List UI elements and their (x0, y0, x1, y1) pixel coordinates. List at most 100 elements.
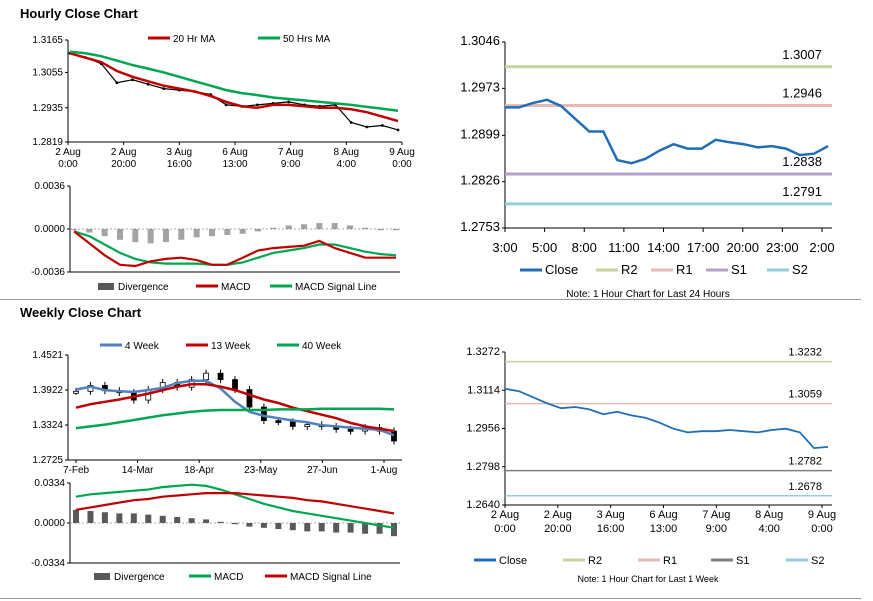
price-point (287, 100, 291, 104)
x-tick-label: 1-Aug (371, 465, 398, 476)
candle-body (232, 379, 238, 390)
divergence-bar (232, 523, 238, 525)
y-tick-label: -0.0036 (31, 267, 65, 278)
x-tick-label: 2 Aug (111, 147, 137, 158)
x-tick-label: 8 Aug (334, 147, 360, 158)
x-tick-label: 17:00 (687, 240, 720, 255)
divergence-bar (362, 523, 369, 534)
legend-label: Divergence (118, 282, 169, 293)
legend-label: S2 (792, 262, 808, 277)
y-tick-label: 1.2956 (466, 423, 500, 435)
level-label-r1: 1.3059 (788, 389, 822, 401)
legend-label: MACD (214, 572, 243, 583)
divergence-bar (285, 225, 292, 229)
legend-label: R1 (676, 262, 693, 277)
divergence-bar (316, 223, 323, 229)
divergence-bar (132, 229, 139, 243)
candle-body (304, 424, 311, 428)
legend-label: 50 Hrs MA (283, 34, 331, 45)
ma-line (75, 379, 395, 437)
x-tick-label: 0:00 (494, 523, 515, 535)
legend-label: Divergence (114, 572, 165, 583)
divergence-bar (377, 229, 384, 231)
price-point (380, 124, 384, 127)
price-point (365, 125, 369, 129)
price-line (69, 52, 399, 131)
level-label-s2: 1.2678 (788, 481, 822, 493)
y-tick-label: 0.0000 (34, 224, 65, 235)
close-line (504, 387, 829, 450)
x-tick-label: 9:00 (281, 159, 301, 170)
divergence-bar (209, 229, 215, 237)
divergence-bar (159, 515, 166, 523)
level-label-s1: 1.2838 (782, 154, 822, 169)
x-tick-label: 9 Aug (808, 509, 836, 521)
x-tick-label: 0:00 (392, 159, 412, 170)
ma-line (69, 52, 399, 123)
divergence-bar (163, 229, 169, 243)
level-label-s1: 1.2782 (788, 456, 822, 468)
y-tick-label: 1.3272 (466, 346, 500, 358)
x-tick-label: 16:00 (167, 159, 192, 170)
x-tick-label: 11:00 (608, 240, 640, 255)
legend-label: 40 Week (302, 341, 342, 352)
chart-note: Note: 1 Hour Chart for Last 24 Hours (566, 289, 729, 300)
x-tick-label: 4:00 (337, 159, 357, 170)
divergence-bar (301, 224, 307, 229)
x-tick-label: 7 Aug (702, 509, 730, 521)
divergence-bar (304, 523, 311, 532)
divergence-bar (101, 512, 108, 523)
legend-label: 20 Hr MA (173, 34, 216, 45)
level-label-r1: 1.2946 (782, 85, 822, 100)
signal-line (75, 492, 395, 515)
legend-label: R2 (588, 555, 602, 567)
y-tick-label: 0.0036 (34, 181, 65, 192)
divergence-bar (393, 229, 399, 231)
y-tick-label: 0.0334 (34, 478, 65, 489)
x-tick-label: 0:00 (58, 159, 78, 170)
divergence-bar (376, 523, 383, 534)
x-tick-label: 7 Aug (278, 147, 304, 158)
y-tick-label: 1.3046 (460, 33, 500, 48)
x-tick-label: 27-Jun (307, 465, 338, 476)
divergence-bar (347, 225, 353, 229)
candle-body (391, 430, 397, 442)
y-tick-label: 0.0000 (34, 518, 65, 529)
divergence-bar (203, 519, 210, 523)
x-tick-label: 3:00 (492, 240, 517, 255)
x-tick-label: 13:00 (650, 523, 678, 535)
divergence-bar (260, 523, 267, 528)
divergence-bar (347, 523, 354, 533)
x-tick-label: 4:00 (758, 523, 779, 535)
divergence-bar (217, 521, 224, 523)
x-tick-label: 20:00 (111, 159, 136, 170)
y-tick-label: 1.3114 (467, 384, 500, 396)
y-tick-label: 1.3324 (32, 420, 63, 431)
close-line (505, 98, 829, 165)
x-tick-label: 23-May (244, 465, 277, 476)
divergence-bar (178, 229, 185, 240)
y-tick-label: 1.2826 (460, 173, 500, 188)
legend-label: 13 Week (211, 341, 251, 352)
divergence-bar (289, 523, 296, 531)
y-tick-label: 1.2798 (466, 461, 500, 473)
divergence-bar (71, 229, 77, 231)
x-tick-label: 2 Aug (491, 509, 519, 521)
legend-label: MACD (221, 282, 250, 293)
divergence-bar (239, 229, 246, 234)
y-tick-label: 1.2753 (460, 219, 500, 234)
x-tick-label: 9:00 (706, 523, 727, 535)
x-tick-label: 18-Apr (184, 465, 215, 476)
price-point (256, 103, 259, 107)
ma-line (75, 383, 395, 433)
macd-line (75, 483, 395, 529)
legend-label: MACD Signal Line (290, 572, 372, 583)
x-tick-label: 3 Aug (167, 147, 193, 158)
y-tick-label: 1.2935 (32, 103, 63, 114)
divergence-bar (275, 523, 282, 529)
candle-body (289, 421, 296, 427)
chart-note: Note: 1 Hour Chart for Last 1 Week (578, 574, 719, 584)
legend-label: Close (499, 555, 527, 567)
divergence-bar (188, 518, 195, 523)
x-tick-label: 16:00 (597, 523, 625, 535)
